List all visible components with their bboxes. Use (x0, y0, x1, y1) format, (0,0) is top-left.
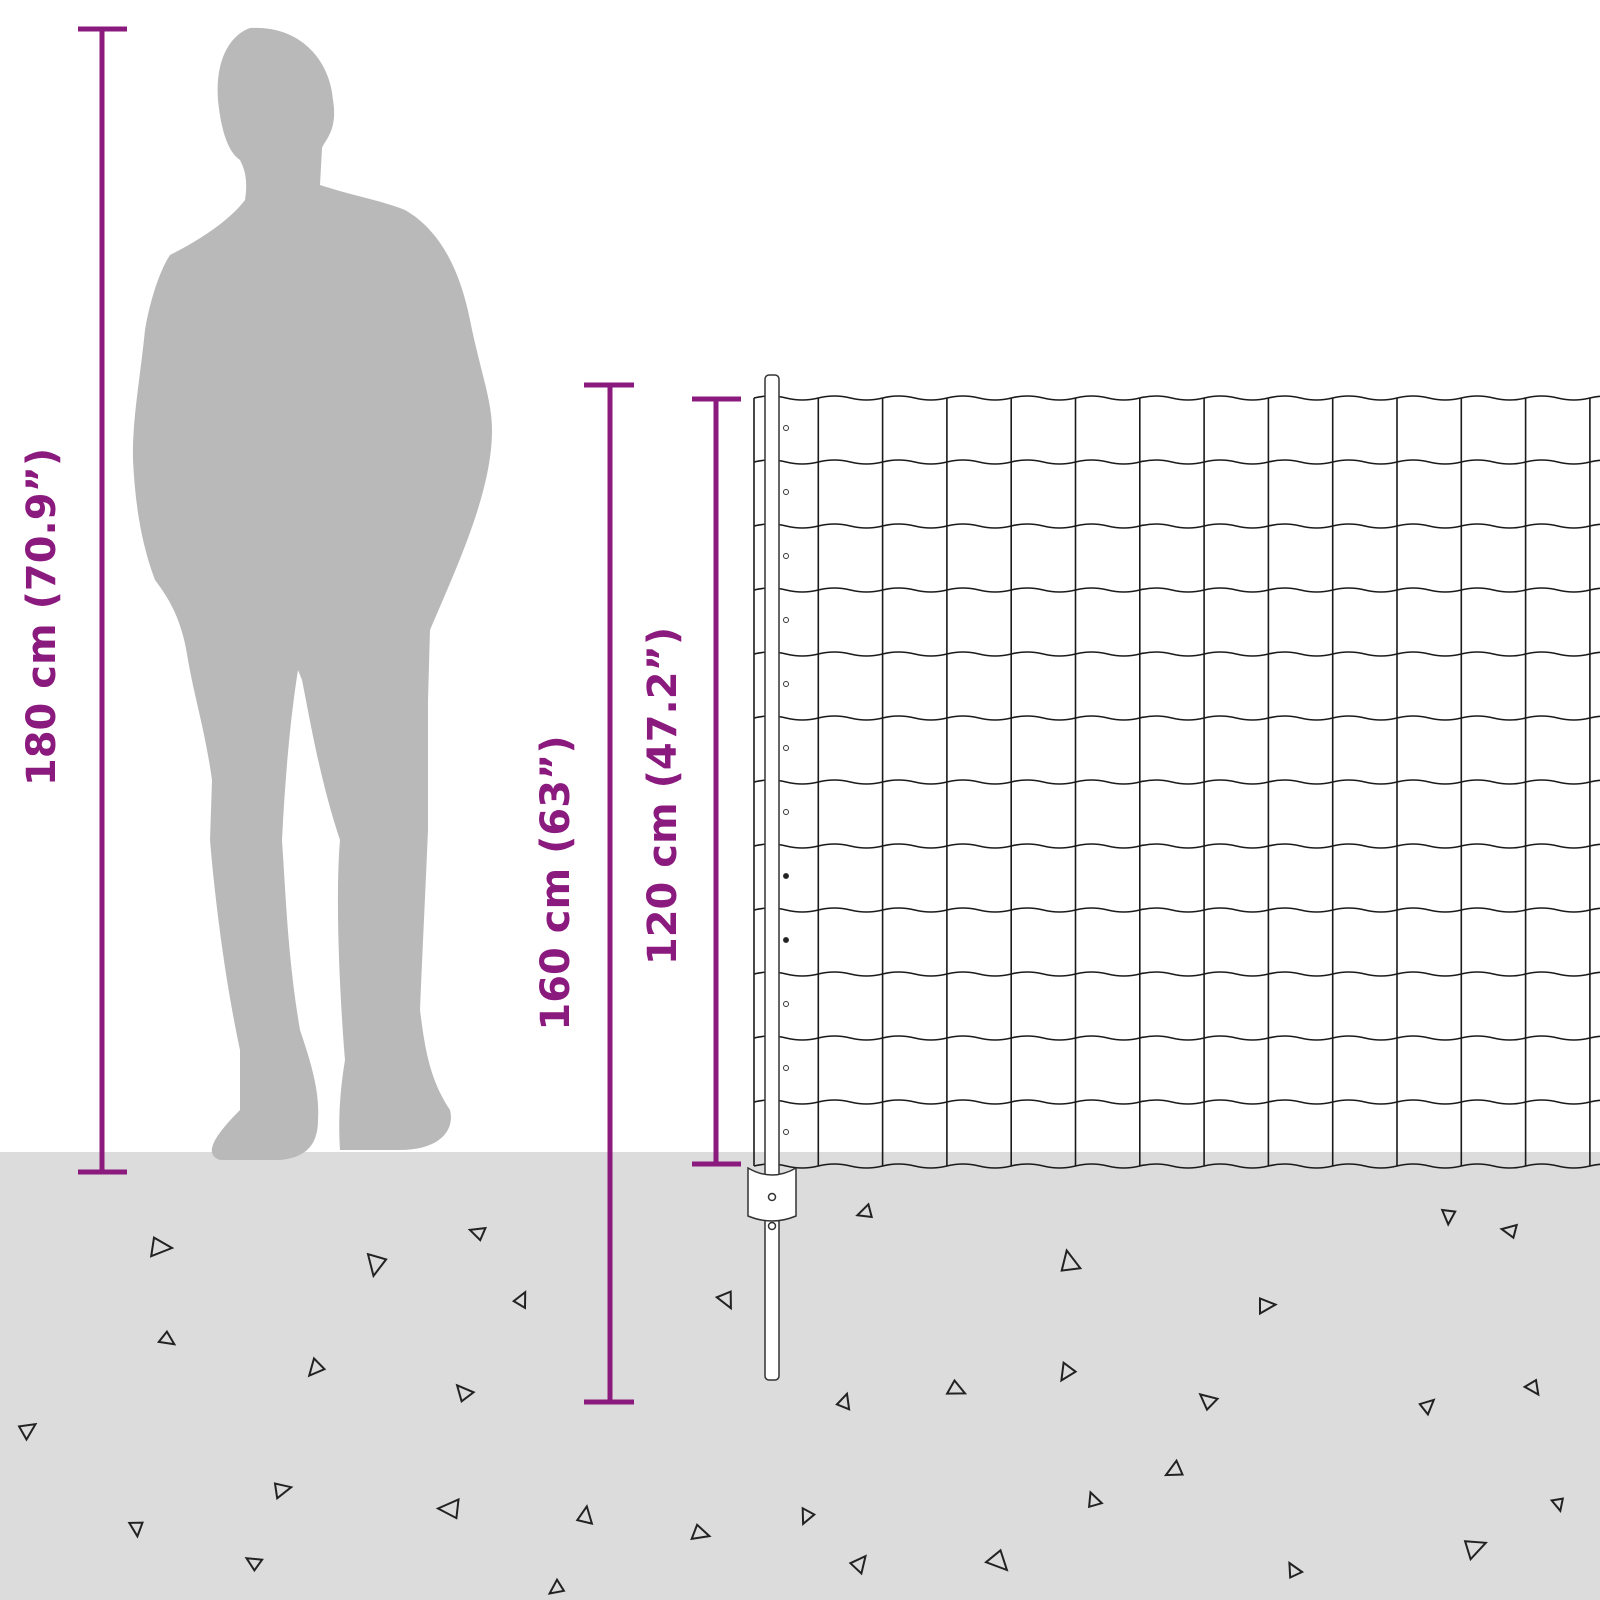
fence-horizontal-wire (753, 779, 1600, 785)
pebble-triangle (1087, 1490, 1104, 1509)
fence-horizontal-wire (753, 1163, 1600, 1169)
fence-horizontal-wire (753, 395, 1600, 401)
pebble-triangle (835, 1391, 851, 1411)
fence-horizontal-wire (753, 843, 1600, 849)
post-hole (783, 553, 789, 559)
fence-height-label: 120 cm (47.2”) (640, 626, 686, 966)
post-hole (783, 681, 789, 687)
pebble-triangle (855, 1202, 874, 1219)
pebble-triangle (547, 1577, 566, 1595)
pebble-triangle (848, 1554, 867, 1576)
post-height-label: 160 cm (63”) (533, 735, 579, 1031)
pebble-triangle (714, 1290, 732, 1311)
post-hole (783, 873, 789, 879)
person-height-label: 180 cm (70.9”) (19, 447, 65, 787)
fence-horizontal-wire (753, 907, 1600, 913)
pebble-triangle (1549, 1497, 1565, 1514)
fence-horizontal-wire (753, 523, 1600, 529)
post-hole (783, 745, 789, 751)
pebble-triangle (1440, 1208, 1457, 1227)
fence-horizontal-wire (753, 971, 1600, 977)
pebble-triangle (435, 1497, 460, 1520)
pebble-triangle (467, 1226, 488, 1242)
fence-horizontal-wire (753, 715, 1600, 721)
fence-horizontal-wire (753, 587, 1600, 593)
pebble-triangle (511, 1290, 527, 1310)
post-anchor-plate (747, 1166, 797, 1222)
pebble-triangle (1198, 1392, 1220, 1412)
pebble-triangle (307, 1356, 327, 1378)
pebble-triangle (244, 1557, 264, 1573)
post-hole (783, 937, 789, 943)
pebble-triangle (366, 1252, 388, 1279)
post-hole (783, 1129, 789, 1135)
pebble-triangle (1522, 1378, 1540, 1397)
fence-horizontal-wire (753, 1035, 1600, 1041)
pebble-triangle (984, 1548, 1009, 1572)
ground-pebbles (17, 1202, 1565, 1595)
wire-mesh-fence (753, 395, 1600, 1169)
dimension-line-fence (692, 396, 741, 1167)
pebble-triangle (690, 1523, 712, 1541)
pebble-triangle (127, 1521, 144, 1539)
ground (0, 1152, 1600, 1600)
fence-horizontal-wire (753, 459, 1600, 465)
pebble-triangle (1288, 1560, 1305, 1580)
pebble-triangle (156, 1329, 177, 1346)
pebble-triangle (945, 1378, 968, 1395)
pebble-triangle (17, 1422, 38, 1442)
fence-horizontal-wire (753, 651, 1600, 657)
pebble-triangle (1259, 1297, 1278, 1316)
person-silhouette (132, 27, 492, 1160)
pebble-triangle (801, 1506, 817, 1526)
pebble-triangle (575, 1504, 594, 1525)
pebble-triangle (1418, 1398, 1436, 1417)
pebble-triangle (455, 1383, 476, 1403)
pebble-triangle (1163, 1458, 1185, 1477)
dimension-line-post (584, 382, 634, 1405)
post-hole (783, 1001, 789, 1007)
pebble-triangle (1499, 1223, 1519, 1240)
pebble-triangle (1060, 1360, 1078, 1383)
pebble-triangle (1463, 1540, 1488, 1562)
fence-post (747, 374, 797, 1381)
post-hole (783, 489, 789, 495)
pebble-triangle (273, 1482, 294, 1501)
post-hole (783, 425, 789, 431)
post-hole (783, 809, 789, 815)
post-hole (783, 1065, 789, 1071)
dimension-line-person (78, 26, 127, 1175)
pebble-triangle (149, 1235, 175, 1258)
post-hole (783, 617, 789, 623)
pebble-triangle (1060, 1248, 1083, 1272)
fence-horizontal-wire (753, 1099, 1600, 1105)
